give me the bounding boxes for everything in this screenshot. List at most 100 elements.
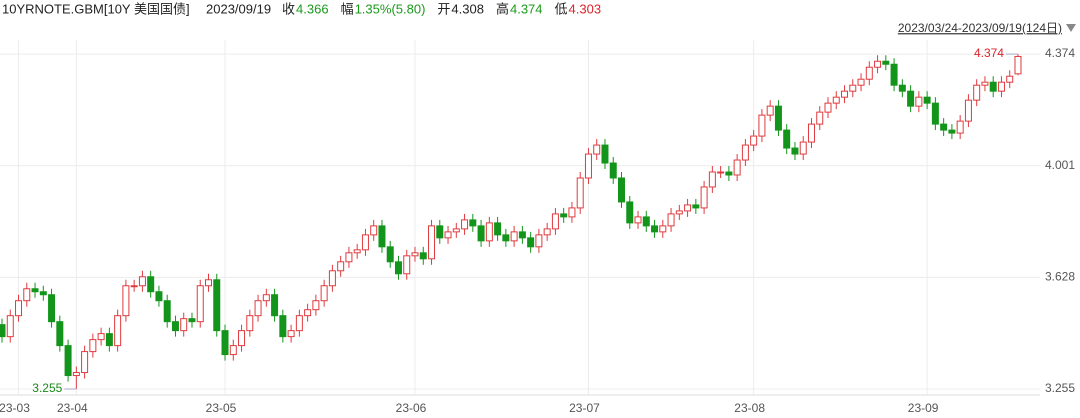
candle-body bbox=[205, 279, 212, 287]
candle-body bbox=[659, 225, 667, 233]
range-dropdown[interactable] bbox=[1066, 24, 1076, 32]
x-tick-label: 23-03 bbox=[0, 401, 30, 415]
candle-body bbox=[626, 201, 634, 224]
candle-body bbox=[238, 330, 246, 347]
candle-body bbox=[353, 249, 361, 254]
quote-label: 开 bbox=[437, 1, 450, 16]
candle-body bbox=[981, 81, 989, 86]
y-tick-label: 3.628 bbox=[1045, 270, 1075, 284]
candle-body bbox=[783, 129, 791, 149]
candle-body bbox=[584, 153, 592, 179]
candle-body bbox=[931, 102, 939, 125]
candle-body bbox=[254, 300, 262, 317]
candle-body bbox=[180, 318, 188, 332]
candle-body bbox=[6, 315, 14, 338]
candle-body bbox=[337, 261, 345, 272]
candle-body bbox=[155, 291, 163, 302]
range[interactable]: 2023/03/24-2023/09/19(124日) bbox=[898, 21, 1062, 35]
candle-body bbox=[543, 228, 551, 236]
quote-value: 4.374 bbox=[510, 1, 543, 16]
candle-body bbox=[593, 144, 601, 155]
candle-body bbox=[56, 321, 64, 347]
quote-value: 4.308 bbox=[451, 1, 484, 16]
candle-body bbox=[419, 252, 427, 260]
candle-body bbox=[609, 162, 617, 179]
candle-body bbox=[799, 141, 807, 155]
quote-value: 4.303 bbox=[569, 1, 602, 16]
candle-body bbox=[527, 237, 535, 248]
candle-body bbox=[708, 171, 716, 188]
candle-body bbox=[477, 225, 485, 242]
candle-body bbox=[874, 60, 882, 68]
date: 2023/09/19 bbox=[206, 1, 271, 16]
candle-body bbox=[23, 288, 31, 302]
candle-body bbox=[64, 345, 72, 377]
candle-body bbox=[882, 60, 890, 65]
candle-body bbox=[1014, 55, 1022, 75]
candle-body bbox=[196, 285, 204, 323]
candle-body bbox=[510, 231, 518, 242]
candle-body bbox=[147, 276, 155, 293]
candle-body bbox=[940, 123, 948, 131]
candle-body bbox=[502, 234, 510, 242]
candle-body bbox=[171, 321, 179, 332]
candle-body bbox=[816, 111, 824, 125]
candle-body bbox=[898, 84, 906, 92]
candle-body bbox=[758, 114, 766, 137]
candle-body bbox=[39, 291, 47, 296]
candle-body bbox=[907, 90, 915, 107]
candle-body bbox=[188, 318, 196, 323]
quote-label: 高 bbox=[496, 1, 509, 16]
candle-body bbox=[857, 78, 865, 86]
quote-label: 收 bbox=[282, 1, 295, 16]
candle-body bbox=[518, 231, 526, 239]
quote-value: 1.35%(5.80) bbox=[355, 1, 426, 16]
x-tick-label: 23-04 bbox=[57, 401, 88, 415]
max-label: 4.374 bbox=[974, 46, 1004, 60]
candle-body bbox=[15, 300, 23, 317]
candle-body bbox=[973, 84, 981, 101]
candle-body bbox=[841, 90, 849, 98]
candle-body bbox=[378, 225, 386, 248]
candle-body bbox=[279, 315, 287, 338]
candle-body bbox=[865, 66, 873, 80]
candle-body bbox=[725, 171, 733, 176]
candle-body bbox=[750, 135, 758, 146]
candle-body bbox=[130, 285, 138, 288]
candle-body bbox=[494, 222, 502, 236]
candle-body bbox=[97, 333, 105, 341]
candle-body bbox=[89, 339, 97, 353]
candle-body bbox=[461, 219, 469, 230]
min-label: 3.255 bbox=[32, 381, 62, 395]
x-tick-label: 23-05 bbox=[206, 401, 237, 415]
x-tick-label: 23-08 bbox=[734, 401, 765, 415]
candle-body bbox=[229, 345, 237, 356]
candle-body bbox=[436, 225, 444, 239]
candle-body bbox=[717, 171, 725, 174]
candle-body bbox=[345, 252, 353, 263]
candle-body bbox=[890, 63, 898, 86]
candle-body bbox=[469, 219, 477, 227]
candle-body bbox=[361, 234, 369, 251]
candle-body bbox=[807, 123, 815, 143]
candle-body bbox=[667, 213, 675, 227]
x-tick-label: 23-07 bbox=[569, 401, 600, 415]
candle-body bbox=[72, 372, 80, 377]
candle-body bbox=[560, 213, 568, 218]
candle-body bbox=[642, 216, 650, 227]
candle-body bbox=[634, 216, 642, 224]
candle-body bbox=[411, 252, 419, 257]
quote-label: 幅 bbox=[341, 1, 354, 16]
candle-body bbox=[81, 351, 89, 374]
quote-label: 低 bbox=[555, 1, 568, 16]
candle-body bbox=[122, 285, 130, 317]
candle-body bbox=[956, 120, 964, 134]
candle-body bbox=[741, 144, 749, 161]
candle-body bbox=[964, 99, 972, 122]
candle-body bbox=[618, 177, 625, 203]
y-tick-label: 4.374 bbox=[1045, 46, 1075, 60]
candle-body bbox=[774, 105, 782, 131]
candle-body bbox=[213, 279, 221, 332]
candle-body bbox=[138, 276, 146, 287]
candle-body bbox=[997, 81, 1005, 92]
